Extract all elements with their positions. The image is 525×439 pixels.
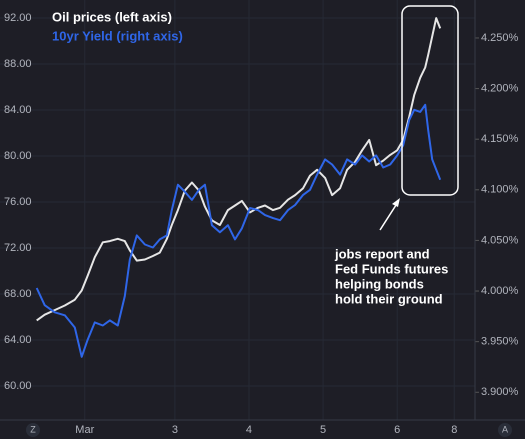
y-tick-label: 72.00: [4, 242, 32, 254]
x-tick-label: 8: [451, 424, 457, 436]
annotation: hold their ground: [335, 291, 443, 306]
highlight-box: [401, 5, 459, 196]
y-tick-label: 80.00: [4, 150, 32, 162]
y-tick-label: 60.00: [4, 380, 32, 392]
y-tick-label: 92.00: [4, 12, 32, 24]
y-tick-label: 84.00: [4, 104, 32, 116]
y2-tick-label: 4.000%: [481, 285, 519, 297]
y2-tick-label: 4.200%: [481, 82, 519, 94]
y-tick-label: 68.00: [4, 288, 32, 300]
legend-entry: Oil prices (left axis): [52, 9, 172, 24]
axis-button-label[interactable]: Z: [30, 424, 36, 434]
arrow-head: [392, 198, 400, 207]
y2-tick-label: 4.250%: [481, 32, 519, 44]
legend-entry: 10yr Yield (right axis): [52, 28, 183, 43]
arrow-shaft: [379, 201, 399, 231]
annotation: Fed Funds futures: [335, 261, 448, 276]
y2-tick-label: 4.050%: [481, 234, 519, 246]
axis-button-label[interactable]: A: [502, 424, 508, 434]
x-tick-label: 5: [320, 424, 326, 436]
annotation: jobs report and: [334, 246, 430, 261]
y-tick-label: 76.00: [4, 196, 32, 208]
x-tick-label: 6: [394, 424, 400, 436]
y-tick-label: 88.00: [4, 58, 32, 70]
x-tick-label: Mar: [75, 424, 94, 436]
axis-button[interactable]: [26, 423, 40, 437]
series-line: [36, 17, 442, 322]
y2-tick-label: 3.900%: [481, 386, 519, 398]
y2-tick-label: 4.150%: [481, 133, 519, 145]
annotation: helping bonds: [335, 276, 424, 291]
y-tick-label: 64.00: [4, 334, 32, 346]
y2-tick-label: 3.950%: [481, 336, 519, 348]
x-tick-label: 3: [172, 424, 178, 436]
series-line: [35, 103, 442, 358]
y2-tick-label: 4.100%: [481, 184, 519, 196]
x-tick-label: 4: [246, 424, 252, 436]
axis-button[interactable]: [498, 423, 512, 437]
